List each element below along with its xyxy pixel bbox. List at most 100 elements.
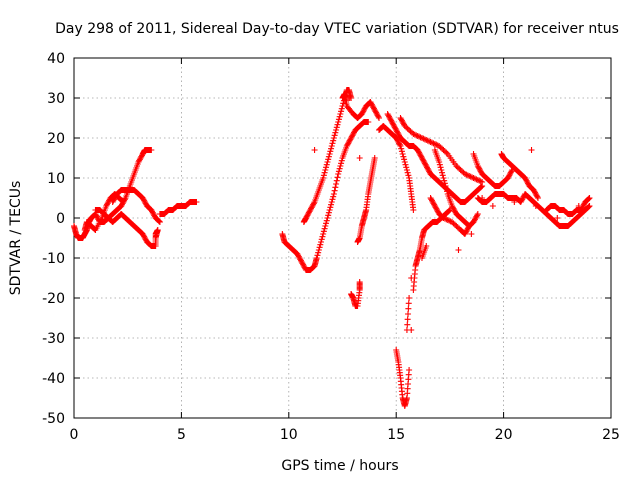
data-point <box>534 195 541 201</box>
data-point <box>463 228 470 235</box>
data-point <box>338 157 345 164</box>
data-point <box>323 220 330 227</box>
data-point <box>328 201 335 208</box>
data-point <box>446 217 453 224</box>
data-point <box>328 143 335 149</box>
data-point <box>530 187 537 193</box>
data-point <box>467 173 474 180</box>
data-point <box>326 207 333 213</box>
data-point <box>340 100 347 107</box>
data-point <box>417 152 424 159</box>
data-point <box>392 125 399 132</box>
data-point <box>410 131 417 137</box>
data-point <box>393 127 400 133</box>
data-point <box>330 191 337 197</box>
data-point <box>140 196 147 203</box>
data-point <box>440 215 447 221</box>
data-point <box>310 200 317 207</box>
data-point <box>522 176 529 183</box>
data-point <box>404 316 411 323</box>
data-point <box>332 184 339 191</box>
data-point <box>401 156 408 163</box>
data-point <box>397 143 404 149</box>
data-point <box>471 217 478 224</box>
data-point <box>456 165 463 172</box>
data-point <box>103 201 110 208</box>
data-point <box>441 148 448 155</box>
data-point <box>463 171 470 178</box>
data-point <box>468 231 475 237</box>
data-point <box>156 218 163 225</box>
data-point <box>393 136 400 143</box>
data-point <box>432 204 439 211</box>
data-point <box>437 144 444 151</box>
data-point <box>345 139 352 145</box>
data-point <box>322 223 329 229</box>
data-point <box>554 215 561 221</box>
data-point <box>418 135 425 141</box>
y-tick-label: -10 <box>42 251 65 267</box>
data-point <box>426 168 433 175</box>
data-point <box>391 123 398 129</box>
data-point <box>419 156 426 163</box>
data-point <box>451 207 458 213</box>
data-point <box>141 233 148 240</box>
data-point <box>453 223 460 229</box>
data-point <box>148 147 155 153</box>
data-point <box>445 208 452 215</box>
data-point <box>387 116 394 123</box>
data-point <box>333 124 340 131</box>
data-point <box>361 105 368 112</box>
data-point <box>338 108 345 115</box>
x-tick-label: 20 <box>495 427 513 443</box>
data-point <box>425 167 432 173</box>
data-point <box>519 195 526 201</box>
data-point <box>424 165 431 172</box>
data-point <box>430 200 437 207</box>
data-point <box>461 231 468 237</box>
data-point <box>295 253 302 260</box>
data-point <box>517 199 524 205</box>
data-point <box>507 171 514 177</box>
data-point <box>140 232 147 239</box>
data-point <box>333 127 340 133</box>
data-point <box>367 99 374 105</box>
data-point <box>349 132 356 139</box>
data-point <box>391 124 398 131</box>
data-point <box>344 141 351 148</box>
data-point <box>451 208 458 215</box>
data-point <box>333 177 340 184</box>
y-tick-label: 10 <box>47 171 65 187</box>
data-point <box>532 203 539 209</box>
data-point <box>474 177 481 183</box>
data-point <box>329 140 336 147</box>
data-point <box>141 199 148 205</box>
data-point <box>373 111 380 117</box>
data-point <box>533 192 540 199</box>
data-point <box>398 117 405 124</box>
data-point <box>421 160 428 167</box>
data-point <box>103 203 110 209</box>
data-point <box>348 135 355 141</box>
data-point <box>407 128 414 135</box>
data-point <box>335 171 342 177</box>
data-point <box>471 216 478 223</box>
data-point <box>324 215 331 221</box>
data-point <box>580 201 587 208</box>
data-point <box>400 153 407 160</box>
chart-title: Day 298 of 2011, Sidereal Day-to-day VTE… <box>55 21 619 37</box>
data-point <box>436 161 443 168</box>
data-point <box>394 137 401 144</box>
data-point <box>414 147 421 153</box>
data-point <box>578 205 585 212</box>
data-point <box>434 207 441 213</box>
data-point <box>294 251 301 257</box>
data-point <box>375 113 382 120</box>
data-point <box>311 147 318 153</box>
data-point <box>326 151 333 157</box>
data-point <box>329 196 336 203</box>
data-point <box>437 164 444 171</box>
data-point <box>322 167 329 173</box>
data-point <box>404 321 411 328</box>
data-point <box>397 115 404 121</box>
